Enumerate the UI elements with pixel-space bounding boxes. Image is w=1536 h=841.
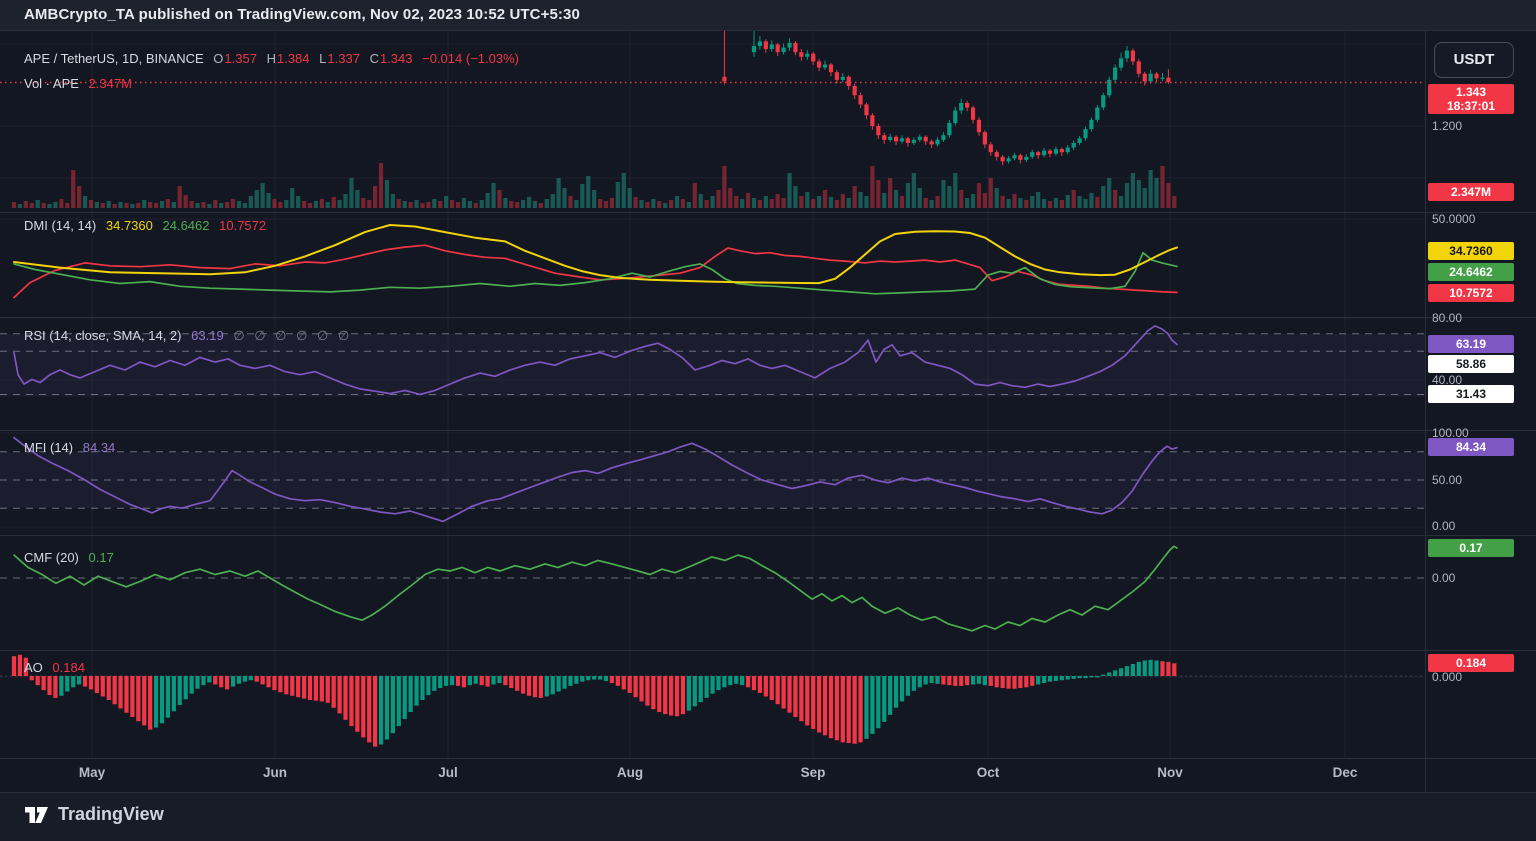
volume-legend-value: 2.347M bbox=[88, 76, 132, 91]
dmi-adx-value: 34.7360 bbox=[105, 218, 153, 233]
separator[interactable] bbox=[0, 212, 1536, 213]
axis-tick-price: 1.200 bbox=[1432, 119, 1463, 133]
symbol-legend[interactable]: APE / TetherUS, 1D, BINANCE O1.357 H1.38… bbox=[24, 51, 519, 66]
axis-tick-dmi: 50.0000 bbox=[1432, 212, 1476, 226]
axis-tick-mfi-0: 0.00 bbox=[1432, 519, 1456, 533]
separator[interactable] bbox=[0, 317, 1536, 318]
last-price-box: 1.343 18:37:01 bbox=[1428, 84, 1514, 114]
axis-tick-rsi-40: 40.00 bbox=[1432, 373, 1463, 387]
separator[interactable] bbox=[0, 650, 1536, 651]
rsi-value: 63.19 bbox=[191, 328, 224, 343]
time-axis-label-may: May bbox=[78, 765, 106, 780]
time-axis-label-nov: Nov bbox=[1157, 765, 1183, 780]
time-axis-label-dec: Dec bbox=[1332, 765, 1358, 780]
time-axis-label-aug: Aug bbox=[616, 765, 644, 780]
rsi-title[interactable]: RSI (14, close, SMA, 14, 2) bbox=[24, 328, 182, 343]
mfi-value: 84.34 bbox=[82, 440, 116, 455]
axis-tick-cmf-0: 0.00 bbox=[1432, 571, 1456, 585]
time-axis-label-sep: Sep bbox=[800, 765, 826, 780]
rsi-legend[interactable]: RSI (14, close, SMA, 14, 2) 63.19 ∅ ∅ ∅ … bbox=[24, 328, 358, 344]
rsi-value-box: 63.19 bbox=[1428, 335, 1514, 353]
cmf-title[interactable]: CMF (20) bbox=[24, 550, 79, 565]
dmi-minusdi-value: 10.7572 bbox=[219, 218, 267, 233]
page-title: AMBCrypto_TA published on TradingView.co… bbox=[24, 6, 580, 23]
rsi-upper-level-box: 58.86 bbox=[1428, 355, 1514, 373]
separator bbox=[0, 758, 1536, 759]
time-axis-label-oct: Oct bbox=[976, 765, 1000, 780]
separator[interactable] bbox=[0, 535, 1536, 536]
dmi-plusdi-box: 24.6462 bbox=[1428, 263, 1514, 281]
time-axis-label-jun: Jun bbox=[262, 765, 288, 780]
dmi-adx-box: 34.7360 bbox=[1428, 242, 1514, 260]
cmf-legend[interactable]: CMF (20) 0.17 bbox=[24, 550, 120, 565]
tradingview-brand-text: TradingView bbox=[58, 803, 164, 824]
cmf-value-box: 0.17 bbox=[1428, 539, 1514, 557]
dmi-legend[interactable]: DMI (14, 14) 34.7360 24.6462 10.7572 bbox=[24, 218, 272, 233]
tradingview-logo-icon bbox=[25, 807, 48, 823]
mfi-value-box: 84.34 bbox=[1428, 438, 1514, 456]
mfi-legend[interactable]: MFI (14) 84.34 bbox=[24, 440, 121, 455]
volume-value-box: 2.347M bbox=[1428, 183, 1514, 201]
change-value: −0.014 (−1.03%) bbox=[422, 51, 519, 66]
ao-value-box: 0.184 bbox=[1428, 654, 1514, 672]
symbol-title[interactable]: APE / TetherUS, 1D, BINANCE bbox=[24, 51, 204, 66]
rsi-empty-slots: ∅ ∅ ∅ ∅ ∅ ∅ bbox=[233, 328, 353, 343]
chart-plot-area[interactable] bbox=[0, 30, 1425, 792]
volume-legend[interactable]: Vol · APE 2.347M bbox=[24, 76, 138, 91]
dmi-title[interactable]: DMI (14, 14) bbox=[24, 218, 97, 233]
cmf-value: 0.17 bbox=[88, 550, 114, 565]
time-axis-label-jul: Jul bbox=[438, 765, 458, 780]
ao-legend[interactable]: AO 0.184 bbox=[24, 660, 91, 675]
axis-tick-ao-0: 0.000 bbox=[1432, 670, 1463, 684]
rsi-lower-level-box: 31.43 bbox=[1428, 385, 1514, 403]
dmi-plusdi-value: 24.6462 bbox=[162, 218, 210, 233]
header-strip: AMBCrypto_TA published on TradingView.co… bbox=[0, 0, 1536, 30]
separator bbox=[0, 30, 1536, 31]
ao-title[interactable]: AO bbox=[24, 660, 43, 675]
dmi-minusdi-box: 10.7572 bbox=[1428, 284, 1514, 302]
tradingview-brand[interactable]: TradingView bbox=[24, 803, 164, 825]
volume-legend-title[interactable]: Vol · APE bbox=[24, 76, 79, 91]
currency-toggle-button[interactable]: USDT bbox=[1434, 42, 1514, 78]
ao-value: 0.184 bbox=[52, 660, 85, 675]
last-price: 1.343 bbox=[1455, 85, 1487, 99]
countdown-timer: 18:37:01 bbox=[1446, 99, 1496, 113]
axis-tick-rsi-80: 80.00 bbox=[1432, 311, 1463, 325]
axis-tick-mfi-100: 100.00 bbox=[1432, 426, 1469, 440]
separator bbox=[0, 792, 1536, 793]
separator[interactable] bbox=[0, 430, 1536, 431]
axis-tick-mfi-50: 50.00 bbox=[1432, 473, 1463, 487]
mfi-title[interactable]: MFI (14) bbox=[24, 440, 74, 455]
